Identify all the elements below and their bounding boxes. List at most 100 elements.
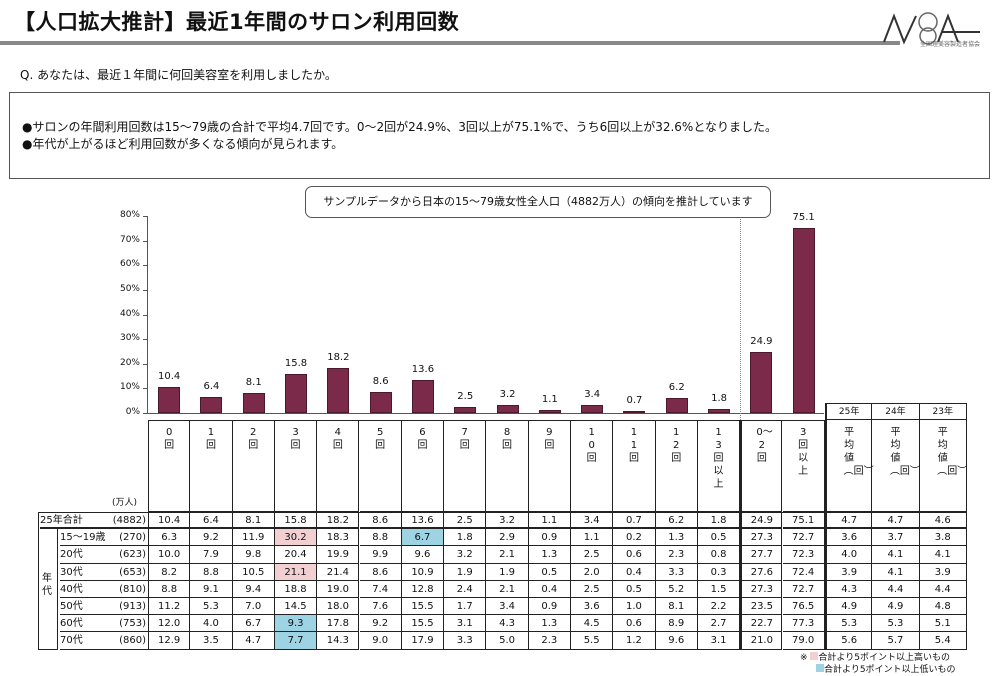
table-cell: 0.7 [613, 512, 656, 530]
category-label: 11回 [628, 427, 639, 464]
category-header: 2回 [232, 420, 275, 512]
table-cell: 3.1 [697, 632, 741, 650]
table-cell: 3.8 [919, 529, 967, 547]
y-tick-mark [143, 240, 147, 242]
table-cell: 3.9 [825, 563, 873, 581]
nba-logo-icon [883, 12, 980, 45]
bar-value-label: 18.2 [327, 352, 350, 364]
table-cell: 20.4 [274, 546, 318, 564]
y-tick-label: 50% [119, 283, 140, 294]
table-cell: 8.8 [190, 563, 233, 581]
table-cell: 30.2 [274, 529, 318, 547]
header-top-line [148, 420, 825, 421]
table-cell: 2.2 [697, 598, 741, 616]
table-cell: 2.5 [571, 546, 614, 564]
y-tick-label: 80% [119, 210, 140, 220]
category-header: 4回 [317, 420, 360, 512]
bar [242, 393, 265, 413]
table-cell: 10.9 [401, 563, 445, 581]
category-label: 7回 [459, 427, 470, 451]
table-cell: 21.1 [274, 563, 318, 581]
table-cell: 14.5 [274, 598, 318, 616]
table-cell: 10.5 [232, 563, 275, 581]
table-cell: 6.4 [190, 512, 233, 530]
row-count: (623) [119, 549, 146, 561]
table-cell: 1.9 [486, 563, 529, 581]
table-cell: 2.1 [486, 546, 529, 564]
table-cell: 1.2 [613, 632, 656, 650]
table-cell: 76.5 [782, 598, 825, 616]
category-label: 4回 [332, 427, 343, 451]
category-label: 0〜2回 [756, 427, 773, 464]
row-count: (860) [119, 635, 146, 647]
bar-value-label: 1.8 [711, 392, 727, 404]
bar-value-label: 6.2 [668, 381, 685, 393]
table-cell: 17.8 [317, 615, 360, 633]
bar [411, 379, 434, 413]
bar-value-label: 1.1 [541, 394, 558, 406]
category-header: 5回 [359, 420, 402, 512]
bar-value-label: 3.2 [499, 389, 516, 401]
table-cell: 3.9 [919, 563, 967, 581]
bar [792, 228, 815, 413]
category-label: 1回 [205, 427, 216, 451]
table-cell: 9.3 [274, 615, 318, 633]
table-cell: 7.6 [359, 598, 402, 616]
table-cell: 5.2 [655, 580, 698, 598]
table-cell: 4.9 [825, 598, 873, 616]
bar [708, 408, 731, 413]
table-cell: 18.0 [317, 598, 360, 616]
table-cell: 27.3 [740, 580, 783, 598]
category-header: 3回以上 [782, 420, 825, 512]
table-cell: 15.5 [401, 598, 445, 616]
table-cell: 72.4 [782, 563, 825, 581]
table-cell: 15.5 [401, 615, 445, 633]
table-cell: 8.1 [232, 512, 275, 530]
table-cell: 4.7 [872, 512, 920, 530]
y-tick-mark [143, 339, 147, 341]
table-cell: 17.9 [401, 632, 445, 650]
y-tick-mark [143, 363, 147, 365]
category-label: 3回以上 [798, 427, 809, 477]
table-cell: 79.0 [782, 632, 825, 650]
table-cell: 0.3 [697, 563, 741, 581]
table-cell: 2.5 [444, 512, 487, 530]
table-cell: 0.5 [528, 563, 571, 581]
summary-line: ●サロンの年間利用回数は15〜79歳の合計で平均4.7回です。0〜2回が24.9… [22, 120, 777, 134]
summary-line: ●年代が上がるほど利用回数が多くなる傾向が見られます。 [22, 137, 344, 151]
row-label: 30代 [60, 564, 148, 581]
table-cell: 27.7 [740, 546, 783, 564]
table-cell: 22.7 [740, 615, 783, 633]
table-cell: 9.1 [190, 580, 233, 598]
category-header: 9回 [528, 420, 571, 512]
table-cell: 2.3 [528, 632, 571, 650]
table-cell: 4.0 [825, 546, 873, 564]
y-tick-label: 60% [119, 259, 140, 270]
logo-org-name: 全国理美容製造者協会 [920, 41, 981, 48]
y-tick-mark [143, 413, 147, 414]
table-cell: 8.6 [359, 512, 402, 530]
bar [327, 368, 350, 413]
avg-year-header: 23年 [919, 403, 967, 420]
table-cell: 8.8 [359, 529, 402, 547]
table-cell: 1.5 [697, 580, 741, 598]
table-cell: 6.7 [401, 529, 445, 547]
table-cell: 5.3 [825, 615, 873, 633]
table-cell: 0.4 [613, 563, 656, 581]
table-cell: 5.3 [872, 615, 920, 633]
y-tick-label: 70% [119, 234, 140, 245]
table-cell: 19.9 [317, 546, 360, 564]
table-cell: 3.7 [872, 529, 920, 547]
row-count: (913) [119, 601, 146, 612]
table-cell: 3.6 [825, 529, 873, 547]
table-cell: 7.0 [232, 598, 275, 616]
table-cell: 8.6 [359, 563, 402, 581]
y-tick-mark [143, 289, 147, 291]
table-cell: 12.9 [148, 632, 191, 650]
table-cell: 72.3 [782, 546, 825, 564]
table-cell: 4.7 [232, 632, 275, 650]
table-cell: 4.3 [825, 580, 873, 598]
table-cell: 7.9 [190, 546, 233, 564]
table-cell: 0.8 [697, 546, 741, 564]
callout-note: サンプルデータから日本の15〜79歳女性全人口（4882万人）の傾向を推計してい… [305, 186, 771, 218]
